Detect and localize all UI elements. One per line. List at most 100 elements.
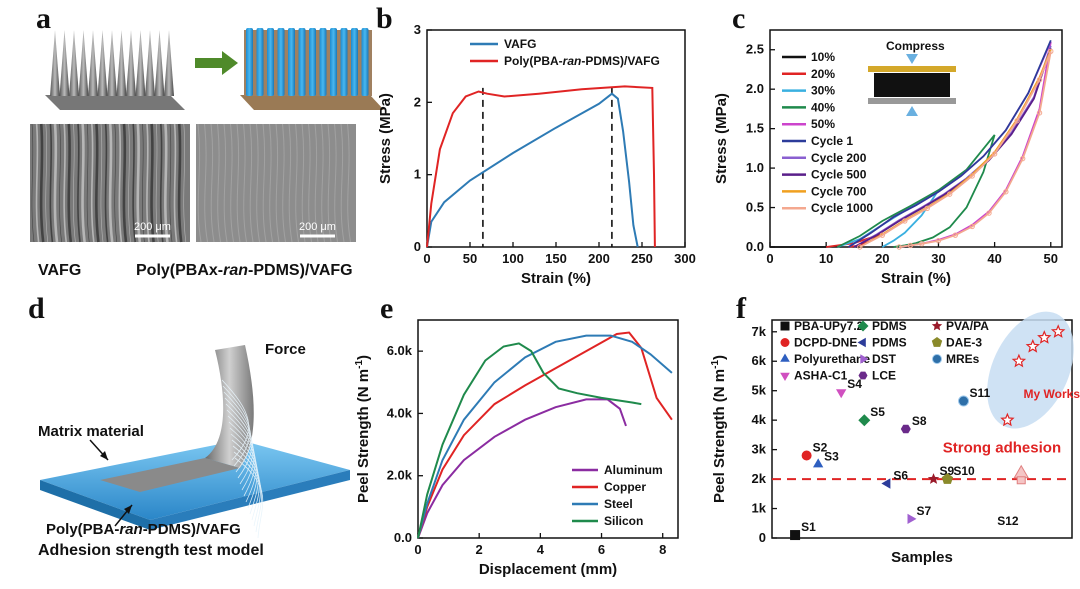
legend-label: DCPD-DNE xyxy=(794,336,857,350)
data-point xyxy=(1050,324,1066,338)
panel-c: c 0 10 20 30 40 50 0.0 0.5 1.0 1.5 2.0 2.5 10% 20% 30%… xyxy=(700,0,1080,300)
model-caption: Adhesion strength test model xyxy=(38,542,264,559)
filled-3d-model xyxy=(240,28,384,110)
y-tick-label: 4k xyxy=(752,412,767,427)
x-tick-label: 0 xyxy=(766,251,773,266)
series-line xyxy=(417,342,642,539)
panel-label-d: d xyxy=(28,292,45,325)
legend-label: 50% xyxy=(811,117,835,131)
x-axis-label: Samples xyxy=(891,549,953,566)
plot-frame xyxy=(771,319,1073,539)
y-tick-label: 6.0k xyxy=(387,343,413,358)
y-tick-label: 1.5 xyxy=(746,121,764,136)
point-label: S8 xyxy=(912,414,927,428)
point-label: S10 xyxy=(953,464,975,478)
y-tick-label: 2.0k xyxy=(387,468,413,483)
data-point xyxy=(918,241,925,247)
y-tick-label: 0 xyxy=(759,530,766,545)
data-point xyxy=(931,337,943,347)
point-label: S9 xyxy=(940,464,955,478)
data-point xyxy=(932,354,942,364)
x-tick-label: 30 xyxy=(931,251,945,266)
panel-a: a 200 μm 200 μm VAFG Poly(PBAx-ran-PDMS)… xyxy=(0,0,390,300)
panel-e: e 0 2 4 6 8 0.0 2.0k 4.0k 6.0k Aluminum Copper Stee… xyxy=(350,290,720,589)
series-line xyxy=(848,39,1052,248)
x-axis-label: Strain (%) xyxy=(881,270,951,287)
x-tick-label: 10 xyxy=(819,251,833,266)
series-line xyxy=(426,92,639,248)
y-tick-label: 2.0 xyxy=(746,81,764,96)
strong-adhesion-label: Strong adhesion xyxy=(943,440,1061,457)
series-line xyxy=(853,47,1052,248)
y-tick-label: 7k xyxy=(752,324,767,339)
arrow-right-icon xyxy=(195,51,238,75)
x-tick-label: 250 xyxy=(631,251,653,266)
y-tick-label: 5k xyxy=(752,383,767,398)
arrow-up-icon xyxy=(906,106,918,116)
point-label: S12 xyxy=(997,514,1019,528)
data-point xyxy=(969,173,975,179)
data-point xyxy=(813,458,824,468)
data-point xyxy=(858,371,868,380)
legend-label: PDMS xyxy=(872,319,907,333)
scale-label-right: 200 μm xyxy=(299,221,336,233)
legend-label: Cycle 1000 xyxy=(811,201,873,215)
force-label: Force xyxy=(265,341,306,358)
panel-label-f: f xyxy=(736,292,746,325)
chart-c: 0 10 20 30 40 50 0.0 0.5 1.0 1.5 2.0 2.5 10% 20% 30% 40… xyxy=(713,29,1063,287)
point-label: S11 xyxy=(970,386,991,400)
my-works-label: My Works xyxy=(1024,387,1080,401)
data-point xyxy=(969,223,975,230)
y-tick-label: 1.0 xyxy=(746,160,764,175)
data-point xyxy=(1036,77,1043,83)
x-tick-label: 6 xyxy=(598,542,605,557)
peeling-film xyxy=(205,345,254,468)
data-point xyxy=(1011,353,1027,368)
adhesion-model-illustration: Force Matrix material xyxy=(38,341,350,539)
point-label: S3 xyxy=(824,449,839,463)
data-point xyxy=(1025,338,1041,353)
data-point xyxy=(780,372,790,381)
arrow-up-shaft xyxy=(1016,476,1026,485)
legend-label: 30% xyxy=(811,84,835,98)
x-axis-label: Displacement (mm) xyxy=(479,561,617,578)
panel-label-c: c xyxy=(732,2,746,35)
data-point xyxy=(881,478,891,489)
point-label: S6 xyxy=(893,469,908,483)
panel-label-e: e xyxy=(380,292,394,325)
point-label: S7 xyxy=(916,504,931,518)
data-point xyxy=(858,414,871,427)
data-point xyxy=(780,353,790,362)
x-tick-label: 20 xyxy=(875,251,889,266)
point-label: S1 xyxy=(801,520,816,534)
point-label: S4 xyxy=(847,377,862,391)
data-point xyxy=(900,424,911,434)
legend-label: MREs xyxy=(946,352,980,366)
legend-label: LCE xyxy=(872,369,896,383)
matrix-block xyxy=(40,440,350,520)
legend-label: 10% xyxy=(811,50,835,64)
data-point xyxy=(896,244,902,250)
data-point xyxy=(902,218,908,224)
y-axis-label: Peel Strength (N m-1) xyxy=(710,355,728,503)
data-point xyxy=(1003,189,1009,195)
data-point xyxy=(941,473,954,484)
y-tick-label: 4.0k xyxy=(387,405,413,420)
data-point xyxy=(1000,412,1015,427)
caption-composite: Poly(PBAx-ran-PDMS)/VAFG xyxy=(136,262,353,279)
legend-label: PBA-UPy7.2 xyxy=(794,319,864,333)
legend-label: Steel xyxy=(604,497,633,511)
data-point xyxy=(907,242,914,249)
series-line xyxy=(417,334,673,539)
compress-label: Compress xyxy=(886,39,945,53)
plot-frame xyxy=(769,29,1063,248)
data-point xyxy=(780,321,790,331)
legend-label: DST xyxy=(872,352,897,366)
data-point xyxy=(907,513,917,524)
data-point xyxy=(790,530,801,541)
arrow-down-icon xyxy=(906,54,918,64)
x-tick-label: 0 xyxy=(423,251,430,266)
data-point xyxy=(1019,155,1026,162)
data-point xyxy=(1048,48,1054,55)
